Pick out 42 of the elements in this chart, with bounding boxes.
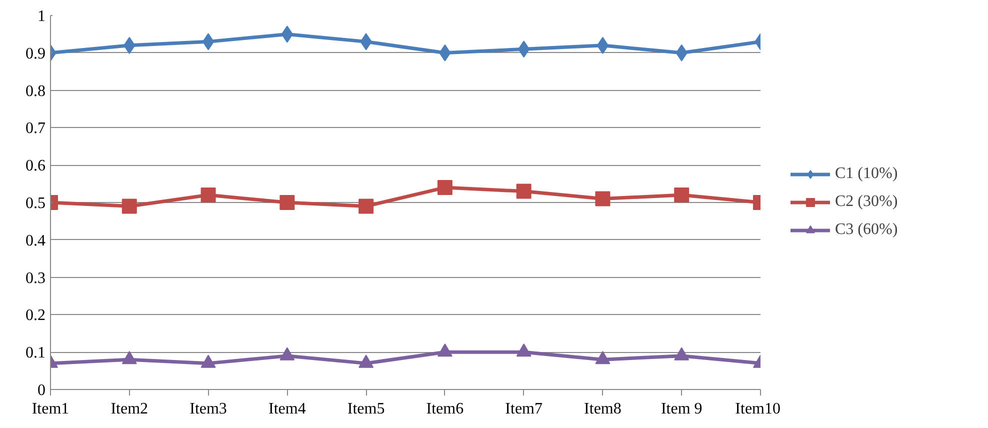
point xyxy=(596,36,609,54)
point xyxy=(674,347,690,360)
y-tick-label: 0.9 xyxy=(26,45,46,62)
x-tick-label: Item8 xyxy=(584,400,622,418)
point xyxy=(280,195,295,210)
point xyxy=(200,354,216,368)
point xyxy=(358,354,374,368)
point xyxy=(122,350,137,364)
point xyxy=(358,198,374,214)
x-tick-label: Item1 xyxy=(32,400,70,418)
y-tick-label: 0.8 xyxy=(26,82,46,100)
point xyxy=(437,344,452,357)
x-tick-label: Item6 xyxy=(426,400,464,418)
y-tick-label: 0 xyxy=(38,382,46,399)
legend-label: C3 (60%) xyxy=(835,221,898,239)
y-tick-label: 0.2 xyxy=(26,307,46,324)
x-tick-label: Item2 xyxy=(110,400,148,418)
point xyxy=(516,184,532,199)
x-tick-label: Item7 xyxy=(505,400,542,418)
point xyxy=(516,344,532,357)
x-tick-label: Item 9 xyxy=(660,400,702,418)
y-tick-label: 0.1 xyxy=(26,344,46,362)
x-tick-label: Item4 xyxy=(268,400,306,418)
y-tick-label: 0.7 xyxy=(26,120,46,138)
x-tick-label: Item5 xyxy=(347,400,385,418)
point xyxy=(595,191,610,206)
point xyxy=(280,347,295,360)
y-tick-label: 0.4 xyxy=(26,232,46,250)
point xyxy=(437,180,452,196)
point xyxy=(122,198,137,214)
y-tick-label: 1 xyxy=(38,8,46,25)
legend-label: C1 (10%) xyxy=(835,165,898,183)
y-tick-label: 0.3 xyxy=(26,270,46,287)
point xyxy=(202,33,214,50)
point xyxy=(674,188,690,203)
point xyxy=(595,350,610,364)
legend-label: C2 (30%) xyxy=(835,193,898,211)
y-tick-label: 0.5 xyxy=(26,195,46,212)
y-tick-label: 0.6 xyxy=(26,158,46,175)
x-tick-label: Item3 xyxy=(190,400,227,418)
x-tick-label: Item10 xyxy=(735,400,781,418)
point xyxy=(200,188,216,203)
